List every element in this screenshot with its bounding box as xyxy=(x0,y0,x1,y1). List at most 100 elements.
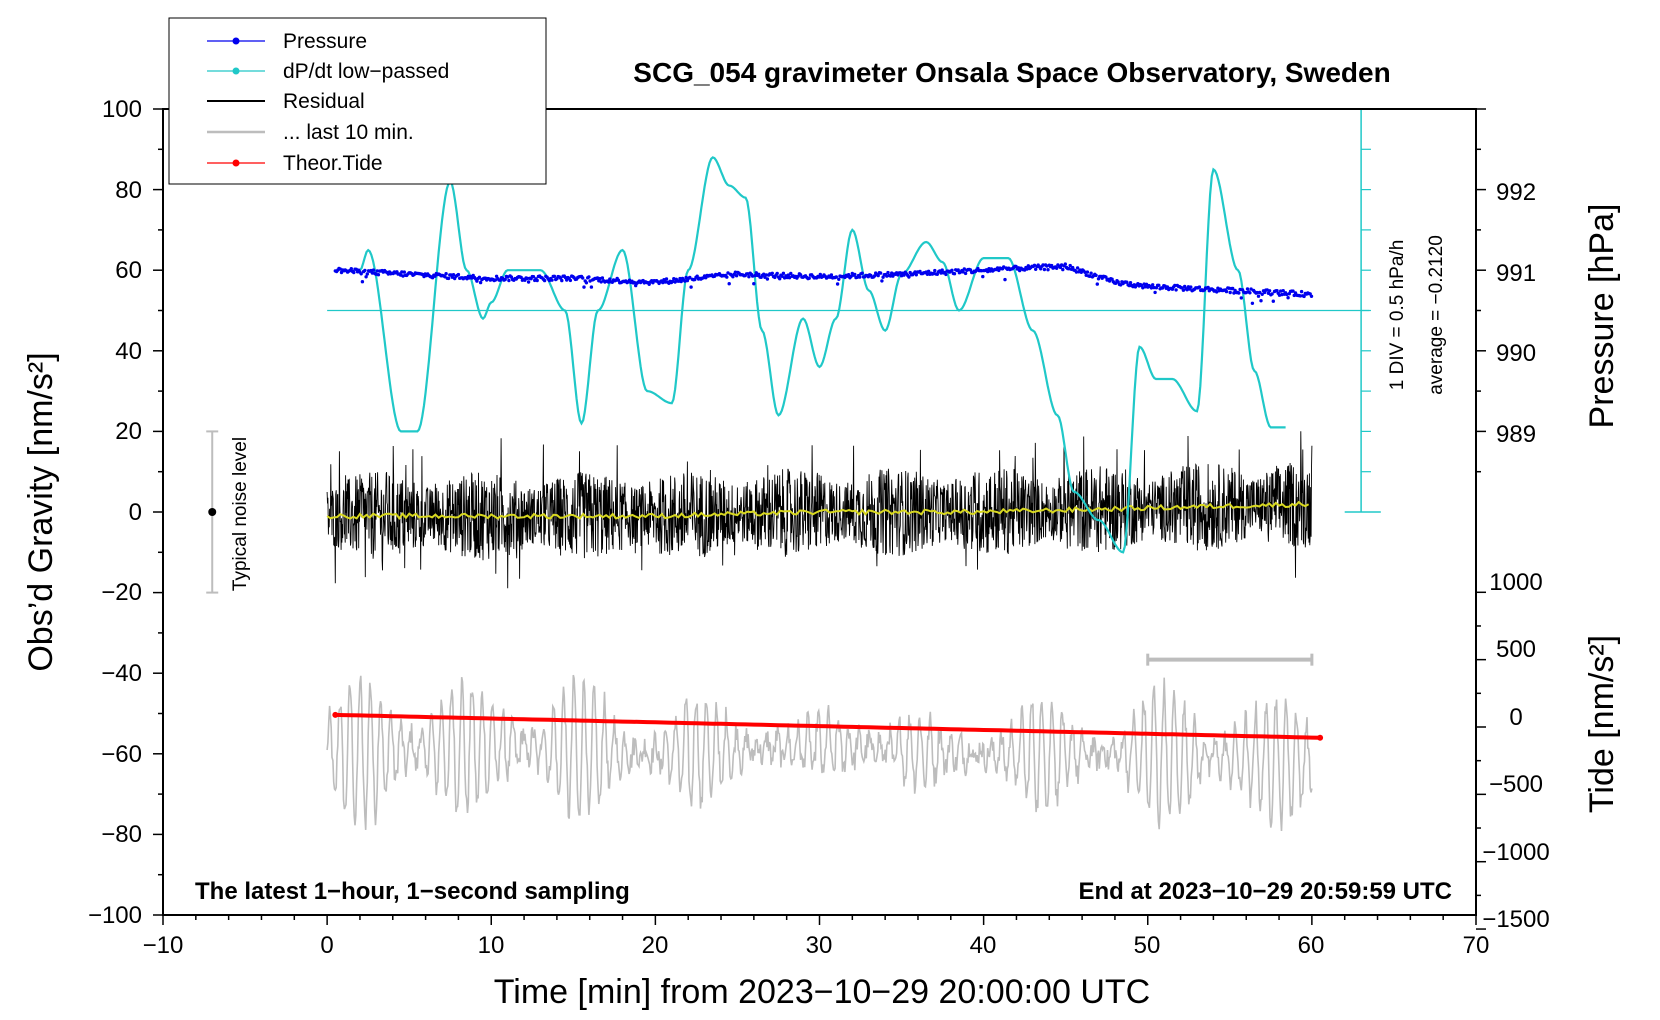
pressure-point xyxy=(925,272,930,276)
chart-title: SCG_054 gravimeter Onsala Space Observat… xyxy=(633,57,1390,88)
pressure-tick-labels: 992 991 990 989 xyxy=(1496,179,1536,448)
pressure-point xyxy=(1250,301,1255,305)
pressure-point xyxy=(1189,285,1193,289)
pressure-point xyxy=(907,275,911,279)
pressure-point xyxy=(1258,290,1262,295)
pressure-point xyxy=(1256,294,1261,298)
pressure-point xyxy=(589,285,594,289)
pressure-point xyxy=(339,270,344,275)
legend-label-last10: ... last 10 min. xyxy=(283,121,414,144)
pressure-point xyxy=(1157,283,1161,287)
pressure-point xyxy=(1050,263,1054,268)
pressure-point xyxy=(952,272,957,276)
pressure-point xyxy=(834,275,838,279)
legend-marker-tide xyxy=(232,159,240,167)
pressure-point xyxy=(1259,299,1263,303)
pressure-point xyxy=(963,271,968,276)
pressure-point xyxy=(1260,292,1264,296)
pressure-point xyxy=(616,278,621,282)
pressure-point xyxy=(695,274,699,278)
pressure-point xyxy=(981,274,985,279)
pressure-point xyxy=(944,272,948,277)
tide-tick-label: −1500 xyxy=(1482,906,1549,933)
pressure-point xyxy=(376,273,381,277)
pressure-point xyxy=(1151,283,1155,287)
pressure-point xyxy=(829,273,834,277)
y-tick-label: −80 xyxy=(101,821,142,848)
pressure-point xyxy=(1248,291,1252,295)
y-axis-title-left: Obs’d Gravity [nm/s²] xyxy=(22,352,60,671)
pressure-point xyxy=(1153,290,1157,295)
pressure-point xyxy=(876,273,880,278)
pressure-point xyxy=(1085,270,1090,274)
pressure-point xyxy=(979,269,984,273)
pressure-point xyxy=(1275,289,1279,293)
pressure-point xyxy=(600,276,605,280)
pressure-point xyxy=(956,268,960,272)
pressure-point xyxy=(582,285,586,289)
pressure-point xyxy=(1224,289,1229,294)
tide-tick-label: 1000 xyxy=(1489,569,1542,596)
pressure-point xyxy=(1267,289,1272,293)
x-tick-label: 60 xyxy=(1298,932,1325,959)
y-tick-label: 100 xyxy=(102,96,142,123)
pressure-point xyxy=(780,274,784,278)
tide-tick-labels: 1000 500 0 −500 −1000 −1500 xyxy=(1482,569,1549,933)
x-tick-label: 10 xyxy=(478,932,505,959)
pressure-point xyxy=(725,275,729,279)
pressure-point xyxy=(1046,268,1050,272)
pressure-point xyxy=(364,275,368,279)
pressure-point xyxy=(679,279,683,284)
pressure-point xyxy=(1014,264,1018,269)
pressure-point xyxy=(663,280,667,284)
pressure-point xyxy=(734,274,739,278)
pressure-point xyxy=(1280,292,1284,297)
pressure-point xyxy=(1068,263,1072,268)
pressure-point xyxy=(933,268,937,273)
pressure-point xyxy=(1279,289,1283,293)
pressure-point xyxy=(1228,290,1232,295)
pressure-point xyxy=(778,277,782,281)
pressure-point xyxy=(950,268,954,272)
pressure-point xyxy=(853,272,857,277)
pressure-point xyxy=(1299,289,1304,294)
x-tick-labels: −10 0 10 20 30 40 50 60 70 xyxy=(143,932,1490,959)
legend-marker-pressure xyxy=(232,37,240,45)
pressure-point xyxy=(365,272,369,276)
pressure-point xyxy=(754,271,758,275)
pressure-point xyxy=(757,272,761,276)
pressure-point xyxy=(789,271,793,276)
tide-tick-label: −1000 xyxy=(1482,839,1549,866)
pressure-point xyxy=(727,282,731,286)
pressure-point xyxy=(360,280,365,284)
legend-marker-dpdt xyxy=(232,67,240,75)
pressure-point xyxy=(519,275,523,280)
pressure-point xyxy=(781,271,786,275)
pressure-point xyxy=(765,277,770,281)
pressure-point xyxy=(477,275,482,279)
y-tick-label: 0 xyxy=(129,499,142,526)
pressure-point xyxy=(1271,299,1276,303)
pressure-point xyxy=(535,278,539,283)
pressure-tick-label: 990 xyxy=(1496,340,1536,367)
pressure-point xyxy=(1245,287,1250,291)
x-tick-label: 50 xyxy=(1134,932,1161,959)
pressure-point xyxy=(568,278,573,283)
pressure-point xyxy=(1174,288,1178,292)
pressure-point xyxy=(726,271,730,275)
pressure-point xyxy=(525,276,530,281)
pressure-point xyxy=(1255,290,1260,295)
pressure-point xyxy=(747,275,751,279)
pressure-point xyxy=(352,270,356,275)
tide-tick-label: −500 xyxy=(1489,771,1543,798)
pressure-point xyxy=(1127,283,1132,288)
pressure-point xyxy=(542,278,547,283)
pressure-point xyxy=(402,270,406,274)
legend-label-pressure: Pressure xyxy=(283,30,367,53)
x-tick-label: −10 xyxy=(143,932,184,959)
pressure-point xyxy=(898,271,902,275)
pressure-point xyxy=(507,278,511,283)
legend: Pressure dP/dt low−passed Residual ... l… xyxy=(168,17,547,185)
pressure-point xyxy=(400,270,404,274)
